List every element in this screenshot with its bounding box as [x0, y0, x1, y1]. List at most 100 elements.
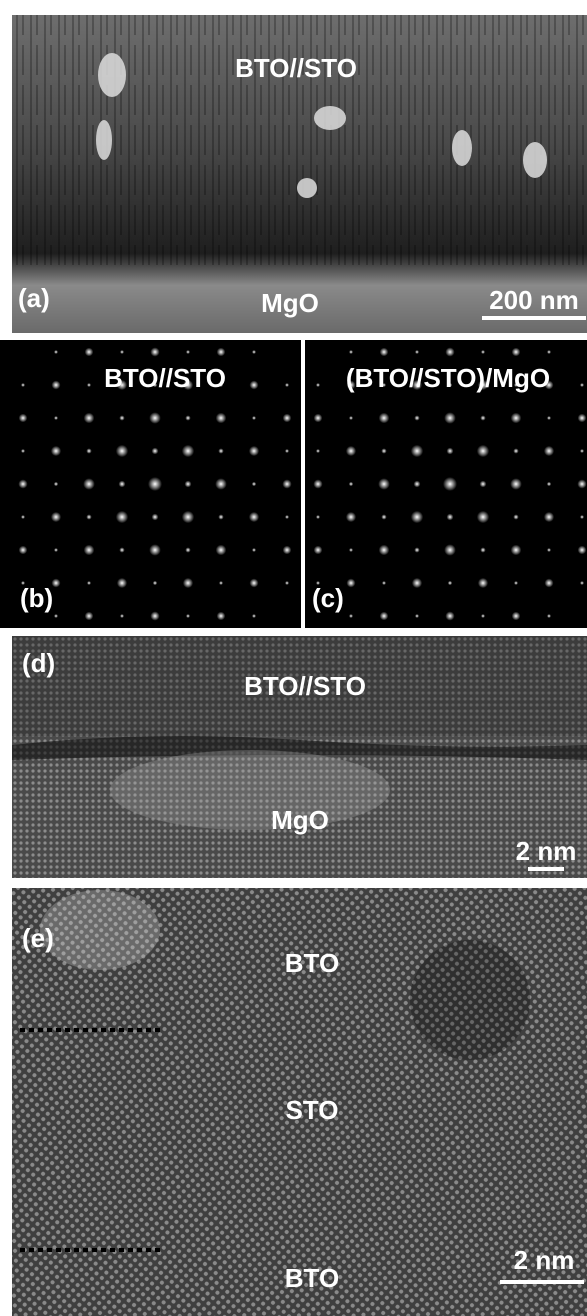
spot: [544, 512, 554, 522]
spot: [117, 578, 127, 588]
spot: [54, 350, 58, 354]
spot: [443, 477, 457, 491]
spot: [379, 545, 390, 556]
scale-bar-label: 2 nm: [516, 836, 577, 866]
spot: [252, 614, 256, 618]
spot: [119, 547, 124, 552]
spot: [513, 448, 518, 453]
spot: [250, 381, 259, 390]
spot: [514, 581, 518, 585]
panel-text: MgO: [271, 805, 329, 835]
spot: [382, 581, 386, 585]
spot: [186, 614, 190, 618]
scale-bar-label: 2 nm: [514, 1245, 575, 1275]
spot: [577, 479, 586, 488]
spot: [415, 350, 419, 354]
spot: [481, 614, 485, 618]
scale-bar: [500, 1280, 584, 1284]
panel-label: (d): [22, 648, 55, 678]
scale-bar: [482, 316, 586, 320]
spot: [183, 578, 193, 588]
panel-label: (e): [22, 923, 54, 953]
spot: [85, 612, 94, 621]
shade: [40, 890, 160, 970]
spot: [85, 348, 94, 357]
spot: [120, 350, 124, 354]
spot: [249, 446, 259, 456]
spot: [547, 548, 551, 552]
spot: [349, 614, 353, 618]
spot: [580, 581, 584, 585]
spot: [545, 579, 554, 588]
spot: [448, 581, 452, 585]
spot: [52, 381, 61, 390]
spot: [250, 579, 259, 588]
spot: [152, 514, 159, 521]
spot: [218, 514, 223, 519]
spot: [380, 348, 389, 357]
spot: [249, 512, 259, 522]
spot: [547, 350, 551, 354]
spot: [217, 348, 226, 357]
panel-text: (BTO//STO)/MgO: [346, 363, 550, 393]
spot: [21, 449, 25, 453]
spot: [219, 581, 223, 585]
spot: [414, 415, 419, 420]
panel-text: BTO//STO: [235, 53, 357, 83]
spot: [185, 547, 190, 552]
spot: [547, 416, 551, 420]
spot: [285, 581, 289, 585]
spot: [379, 413, 390, 424]
spot: [444, 544, 456, 556]
scale-bar: [528, 867, 564, 871]
spot: [580, 515, 584, 519]
spot: [314, 546, 323, 555]
spot: [216, 545, 227, 556]
spot: [149, 544, 161, 556]
scale-bar-label: 200 nm: [489, 285, 579, 315]
spot: [547, 614, 551, 618]
spot: [186, 350, 190, 354]
spot: [217, 612, 226, 621]
spot: [150, 611, 159, 620]
spot: [19, 414, 28, 423]
panel-text: MgO: [261, 288, 319, 318]
spot: [445, 347, 454, 356]
spot: [547, 482, 551, 486]
spot: [119, 415, 124, 420]
spot: [544, 446, 554, 456]
spot: [185, 415, 190, 420]
spot: [578, 546, 587, 555]
spot: [282, 479, 291, 488]
spot: [580, 383, 584, 387]
spot: [84, 545, 95, 556]
spot: [512, 612, 521, 621]
spot: [119, 481, 126, 488]
spot: [411, 445, 423, 457]
panel-text: BTO: [285, 1263, 339, 1293]
spot: [283, 414, 292, 423]
spot: [412, 578, 422, 588]
spot: [252, 482, 256, 486]
spot: [150, 347, 159, 356]
spot: [182, 445, 194, 457]
spot: [349, 416, 353, 420]
spot: [381, 448, 386, 453]
panel-text: BTO: [285, 948, 339, 978]
spot: [283, 546, 292, 555]
spot: [252, 548, 256, 552]
spot: [285, 515, 289, 519]
spot: [510, 478, 522, 490]
spot: [381, 514, 386, 519]
spot: [182, 511, 194, 523]
spot: [54, 548, 58, 552]
spot: [54, 416, 58, 420]
spot: [447, 514, 454, 521]
spot: [347, 579, 356, 588]
spot: [512, 348, 521, 357]
spot: [148, 477, 162, 491]
spot: [51, 512, 61, 522]
shade: [410, 940, 530, 1060]
spot: [149, 412, 161, 424]
spot: [84, 413, 95, 424]
